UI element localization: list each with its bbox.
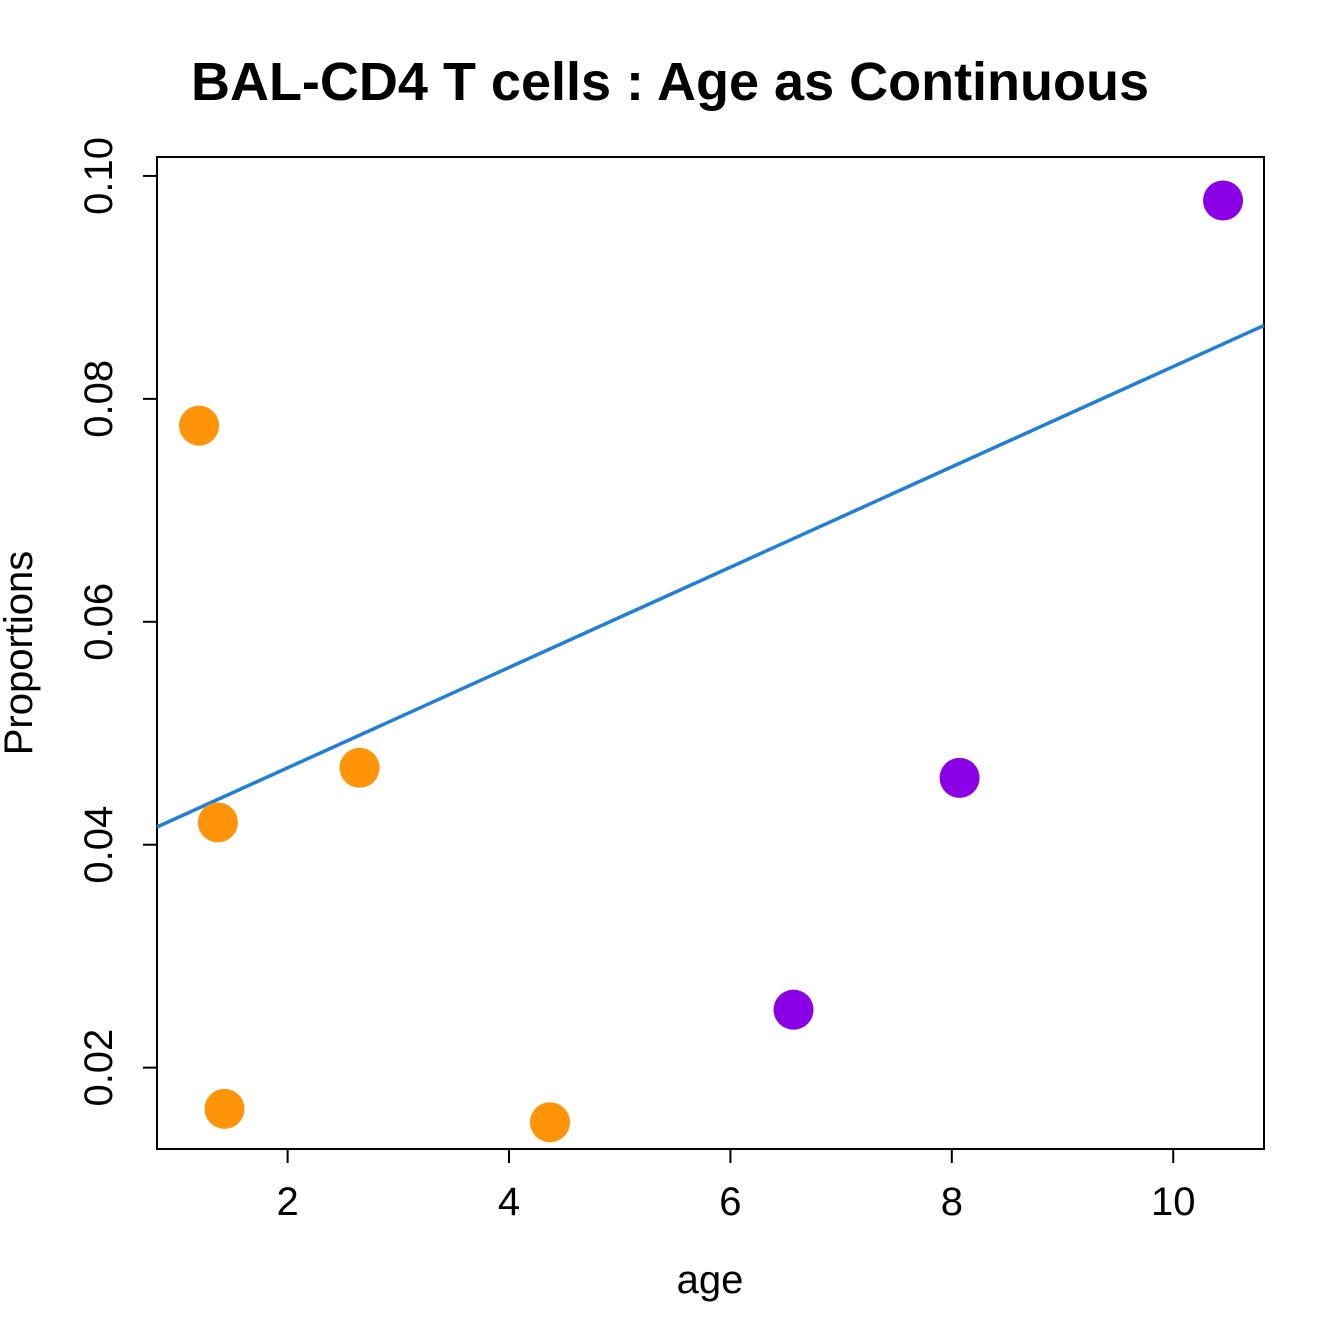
data-point: [204, 1088, 245, 1129]
x-axis: 2 4 6 8 10: [277, 1148, 1196, 1224]
x-tick-label: 6: [719, 1180, 741, 1224]
plot-area-frame: [156, 156, 1265, 1150]
data-point: [339, 747, 380, 788]
y-tick-label: 0.08: [77, 360, 121, 438]
data-point: [1203, 180, 1244, 221]
x-tick-label: 4: [498, 1180, 520, 1224]
data-point: [773, 989, 814, 1030]
regression-line-group: [156, 323, 1265, 829]
x-tick-label: 2: [277, 1180, 299, 1224]
y-tick-label: 0.06: [77, 583, 121, 661]
y-tick-label: 0.02: [77, 1029, 121, 1107]
data-point: [529, 1102, 570, 1143]
y-axis: 0.02 0.04 0.06 0.08 0.10: [77, 137, 158, 1107]
data-point: [939, 757, 980, 798]
data-points: [179, 180, 1244, 1143]
chart-title: BAL-CD4 T cells : Age as Continuous: [191, 52, 1149, 112]
y-axis-label: Proportions: [0, 551, 41, 756]
data-point: [179, 405, 220, 446]
y-tick-label: 0.10: [77, 137, 121, 215]
x-axis-label: age: [677, 1258, 744, 1302]
x-tick-label: 8: [941, 1180, 963, 1224]
regression-line: [156, 323, 1265, 829]
data-point: [197, 802, 238, 843]
y-tick-label: 0.04: [77, 806, 121, 884]
x-tick-label: 10: [1151, 1180, 1196, 1224]
